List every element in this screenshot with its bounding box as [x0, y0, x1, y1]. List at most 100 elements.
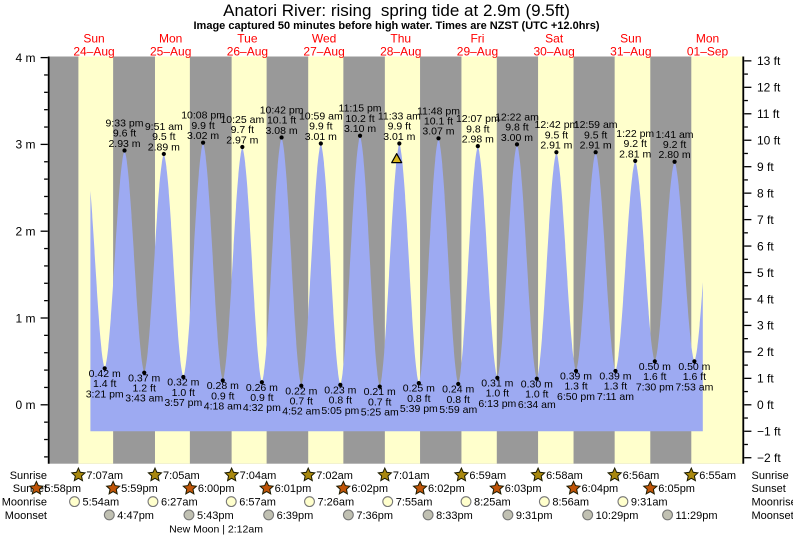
- sunset-time: 6:05pm: [658, 483, 695, 495]
- low-tide-time-label: 3:21 pm: [86, 388, 124, 400]
- high-tide-ft-label: 9.2 ft: [663, 139, 686, 151]
- low-tide-dot: [338, 382, 343, 387]
- low-tide-time-label: 6:34 am: [518, 399, 556, 411]
- chart-subtitle: Image captured 50 minutes before high wa…: [193, 20, 600, 32]
- moonrise-circle-icon: [382, 496, 394, 508]
- moonrise-time: 7:55am: [396, 497, 433, 509]
- sunset-time: 6:00pm: [198, 483, 235, 495]
- low-tide-time-label: 7:30 pm: [636, 381, 674, 393]
- low-tide-ft-label: 0.7 ft: [290, 396, 313, 408]
- high-tide-time-label: 1:41 am: [656, 129, 694, 141]
- low-tide-ft-label: 1.3 ft: [564, 381, 587, 393]
- high-tide-ft-label: 9.2 ft: [624, 138, 647, 150]
- right-axis-label: −1 ft: [757, 425, 781, 439]
- sunset-time: 5:58pm: [44, 483, 81, 495]
- high-tide-dot: [279, 135, 284, 140]
- low-tide-m-label: 0.37 m: [128, 372, 160, 384]
- moonset-circle-icon: [342, 509, 354, 521]
- low-tide-time-label: 3:57 pm: [164, 397, 202, 409]
- high-tide-dot: [554, 150, 559, 155]
- sunset-time: 6:03pm: [505, 483, 542, 495]
- high-tide-time-label: 12:42 pm: [535, 119, 579, 131]
- low-tide-dot: [377, 384, 382, 389]
- moonset-row-label-left: Moonset: [5, 510, 47, 522]
- high-tide-m-label: 3.10 m: [344, 123, 376, 135]
- low-tide-m-label: 0.22 m: [285, 385, 317, 397]
- high-tide-dot: [633, 158, 638, 163]
- low-tide-ft-label: 1.2 ft: [133, 382, 156, 394]
- low-tide-time-label: 7:11 am: [597, 391, 634, 403]
- moonset-circle-icon: [103, 509, 115, 521]
- high-tide-dot: [357, 133, 363, 138]
- high-tide-dot: [475, 144, 480, 149]
- day-name-label: Mon: [159, 32, 182, 46]
- high-tide-time-label: 10:08 pm: [181, 110, 225, 122]
- low-tide-time-label: 6:50 pm: [557, 391, 595, 403]
- sunrise-row-label-left: Sunrise: [10, 470, 47, 482]
- high-tide-m-label: 2.91 m: [580, 140, 612, 152]
- low-tide-m-label: 0.23 m: [324, 384, 356, 396]
- low-tide-m-label: 0.31 m: [481, 377, 513, 389]
- high-tide-m-label: 2.98 m: [462, 134, 494, 146]
- low-tide-dot: [652, 359, 657, 364]
- low-tide-m-label: 0.26 m: [246, 382, 278, 394]
- day-name-label: Thu: [390, 32, 411, 46]
- moonset-time: 9:31pm: [516, 510, 553, 522]
- moonset-circle-icon: [582, 509, 594, 521]
- high-tide-m-label: 2.91 m: [540, 140, 572, 152]
- low-tide-ft-label: 1.0 ft: [525, 389, 548, 401]
- right-axis-label: 4 ft: [757, 292, 774, 306]
- right-axis-label: 0 ft: [757, 398, 774, 412]
- high-tide-dot: [240, 144, 245, 150]
- day-name-label: Tue: [237, 32, 258, 46]
- sunset-time: 6:02pm: [428, 483, 465, 495]
- low-tide-dot: [573, 368, 579, 374]
- sunset-star-icon: [489, 480, 505, 495]
- low-tide-ft-label: 0.9 ft: [211, 390, 234, 402]
- low-tide-ft-label: 0.8 ft: [407, 393, 430, 405]
- low-tide-m-label: 0.50 m: [639, 361, 671, 373]
- low-tide-m-label: 0.39 m: [599, 371, 631, 383]
- low-tide-dot: [181, 374, 186, 380]
- low-tide-dot: [142, 370, 147, 375]
- tide-area: [90, 135, 703, 432]
- moonset-circle-icon: [662, 509, 673, 521]
- sunrise-time: 6:55am: [699, 470, 736, 482]
- high-tide-ft-label: 9.8 ft: [505, 122, 528, 134]
- moonset-circle-icon: [263, 509, 275, 521]
- high-tide-ft-label: 9.5 ft: [584, 129, 607, 141]
- high-tide-m-label: 3.01 m: [305, 131, 337, 143]
- right-axis-label: 6 ft: [757, 239, 774, 253]
- sunrise-star-icon: [530, 466, 546, 482]
- day-date-label: 29–Aug: [457, 45, 498, 59]
- sunset-star-icon: [335, 480, 352, 495]
- low-tide-dot: [534, 376, 539, 381]
- high-tide-m-label: 3.08 m: [266, 125, 298, 137]
- low-tide-ft-label: 1.6 ft: [643, 371, 666, 383]
- sunset-time: 6:01pm: [275, 483, 312, 495]
- day-date-label: 31–Aug: [610, 45, 651, 59]
- high-tide-time-label: 10:25 am: [220, 114, 264, 126]
- right-axis-label: 5 ft: [757, 266, 774, 280]
- day-date-label: 24–Aug: [73, 45, 114, 59]
- sunrise-star-icon: [147, 466, 163, 482]
- low-tide-time-label: 5:39 pm: [400, 403, 438, 415]
- day-name-label: Sun: [620, 32, 641, 46]
- right-axis-label: 8 ft: [757, 186, 774, 200]
- low-tide-time-label: 7:53 am: [675, 381, 713, 393]
- day-date-label: 01–Sep: [687, 45, 729, 59]
- moonset-circle-icon: [183, 509, 195, 521]
- sunset-row-label-left: Sunset: [13, 483, 47, 495]
- day-name-label: Fri: [470, 32, 484, 46]
- low-tide-dot: [495, 375, 500, 380]
- high-tide-ft-label: 9.6 ft: [113, 128, 136, 140]
- low-tide-m-label: 0.42 m: [89, 368, 121, 380]
- sunrise-time: 7:01am: [393, 470, 430, 482]
- moonrise-circle-icon: [304, 496, 315, 508]
- low-tide-dot: [259, 380, 264, 385]
- left-axis-label: 0 m: [15, 398, 35, 412]
- moonset-circle-icon: [502, 509, 514, 521]
- day-name-label: Mon: [696, 32, 719, 46]
- low-tide-m-label: 0.30 m: [521, 378, 553, 390]
